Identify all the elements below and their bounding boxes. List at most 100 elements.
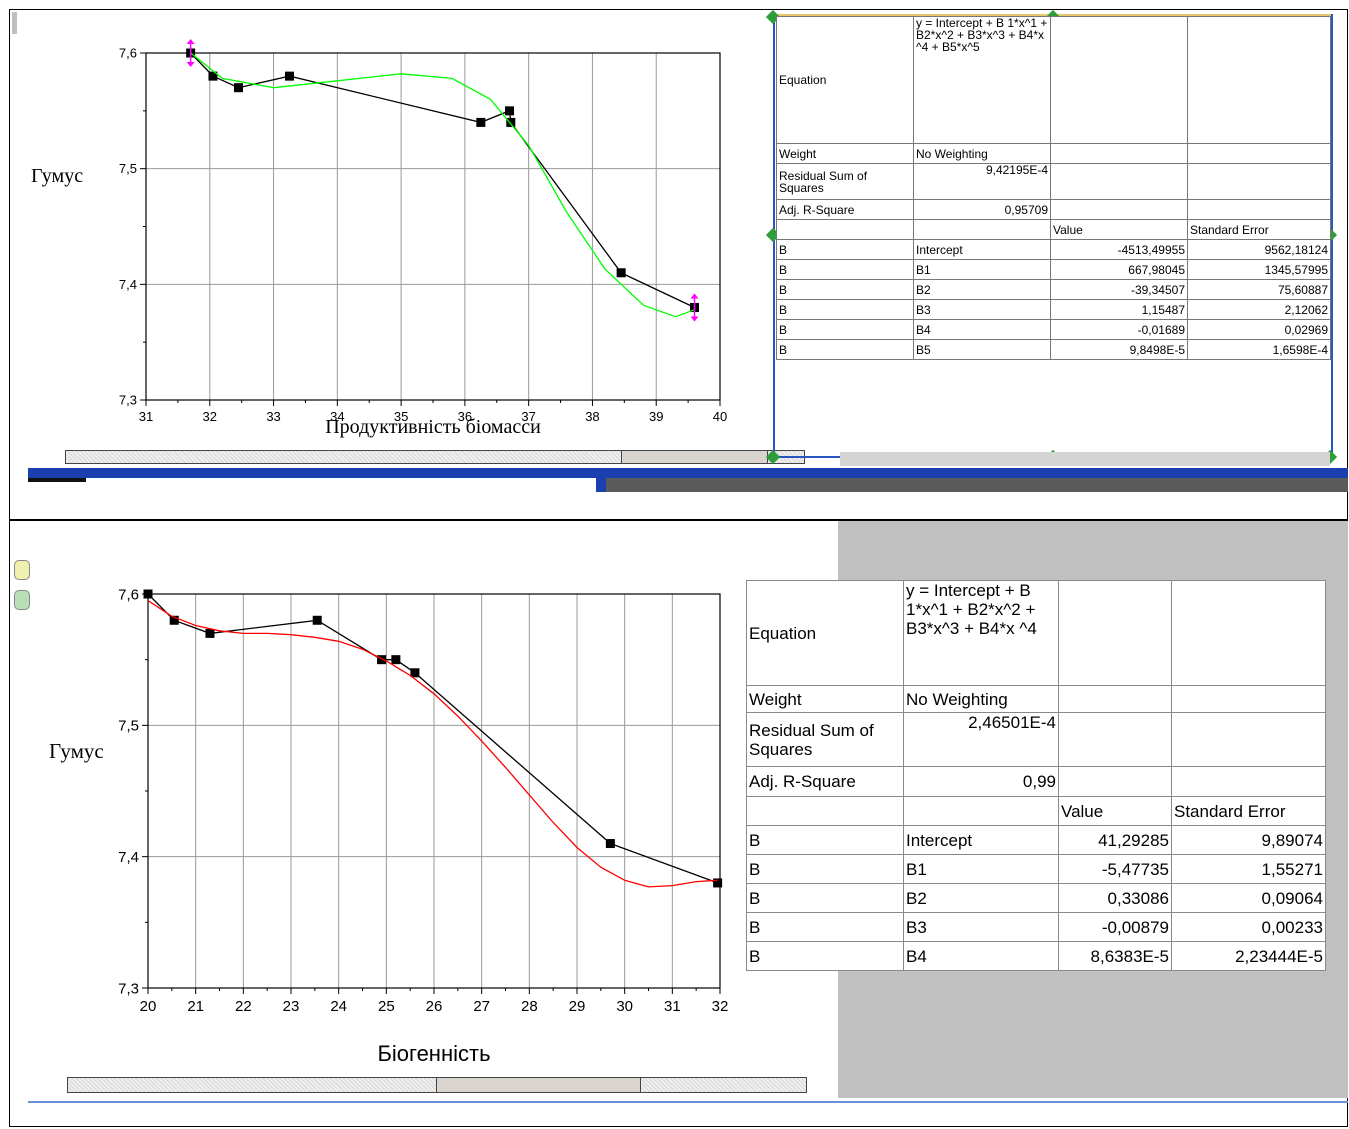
param-row: B B5 9,8498E-5 1,6598E-4 (776, 339, 1331, 360)
rss-value: 2,46501E-4 (903, 712, 1059, 767)
param-value: 0,33086 (1058, 883, 1172, 913)
adj-r2-label: Adj. R-Square (776, 199, 914, 220)
se-header: Standard Error (1171, 796, 1326, 826)
param-row: B B1 667,98045 1345,57995 (776, 259, 1331, 280)
param-se: 2,23444E-5 (1171, 941, 1326, 971)
param-se: 75,60887 (1187, 279, 1331, 300)
param-name: B5 (913, 339, 1051, 360)
x-tick-label: 32 (203, 409, 217, 424)
param-name: B4 (903, 941, 1059, 971)
x-tick-label: 22 (235, 998, 252, 1015)
y-axis-label: Гумус (31, 165, 83, 187)
row-label: B (746, 825, 904, 855)
rss-value: 9,42195E-4 (913, 163, 1051, 200)
weight-label: Weight (746, 685, 904, 713)
x-tick-label: 40 (713, 409, 727, 424)
equation-value: y = Intercept + B 1*x^1 + B2*x^2 + B3*x^… (903, 580, 1059, 686)
x-tick-label: 23 (283, 998, 300, 1015)
param-se: 9,89074 (1171, 825, 1326, 855)
x-axis-label: Біогенність (377, 1041, 490, 1066)
x-axis-label: Продуктивність біомасси (325, 416, 541, 438)
row-label: B (746, 854, 904, 884)
param-row: B Intercept 41,29285 9,89074 (746, 825, 1326, 855)
param-se: 1345,57995 (1187, 259, 1331, 280)
data-point (410, 668, 420, 678)
param-value: 41,29285 (1058, 825, 1172, 855)
top-scrollbar-thumb[interactable] (621, 451, 768, 463)
param-se: 9562,18124 (1187, 239, 1331, 260)
x-tick-label: 32 (712, 998, 729, 1015)
x-tick-label: 34 (330, 409, 344, 424)
data-point (506, 117, 516, 127)
row-label: B (746, 912, 904, 942)
adj-r2-value: 0,99 (903, 766, 1059, 797)
param-row: B B4 -0,01689 0,02969 (776, 319, 1331, 340)
x-tick-label: 25 (378, 998, 395, 1015)
rss-label: Residual Sum of Squares (746, 712, 904, 767)
plot-frame (147, 593, 721, 989)
y-axis-label: Гумус (49, 739, 104, 763)
bottom-regression-table: Equation y = Intercept + B 1*x^1 + B2*x^… (746, 580, 1326, 971)
top-canvas-gray-strip (840, 452, 1330, 466)
row-label: B (746, 941, 904, 971)
y-tick-label: 7,4 (118, 849, 139, 866)
x-tick-label: 33 (266, 409, 280, 424)
param-name: B4 (913, 319, 1051, 340)
weight-value: No Weighting (913, 143, 1051, 164)
param-row: B B4 8,6383E-5 2,23444E-5 (746, 941, 1326, 971)
fit-curve-line (190, 52, 695, 318)
row-label: B (776, 239, 914, 260)
y-tick-label: 7,5 (119, 161, 137, 176)
x-tick-label: 39 (649, 409, 663, 424)
bottom-horizontal-scrollbar[interactable] (67, 1077, 807, 1093)
left-edge-marker (12, 12, 17, 34)
data-point (208, 71, 218, 81)
param-value: 8,6383E-5 (1058, 941, 1172, 971)
param-row: B B1 -5,47735 1,55271 (746, 854, 1326, 884)
chart-top-svg: 31 32 33 34 35 36 37 38 39 40 7,3 7,4 7,5 7,6 Продукти… (31, 39, 727, 438)
param-se: 1,55271 (1171, 854, 1326, 884)
param-value: -39,34507 (1050, 279, 1188, 300)
equation-label: Equation (746, 580, 904, 686)
x-tick-label: 36 (458, 409, 472, 424)
data-point (233, 83, 243, 93)
y-tick-label: 7,6 (118, 586, 139, 603)
param-row: B B2 -39,34507 75,60887 (776, 279, 1331, 300)
x-tick-label: 31 (664, 998, 681, 1015)
top-horizontal-scrollbar[interactable] (65, 450, 805, 464)
bottom-window-edge (28, 1101, 1348, 1103)
weight-label: Weight (776, 143, 914, 164)
row-label: B (776, 299, 914, 320)
y-tick-label: 7,3 (118, 980, 139, 997)
data-point (391, 655, 401, 665)
param-se: 0,09064 (1171, 883, 1326, 913)
param-se: 0,00233 (1171, 912, 1326, 942)
param-value: 667,98045 (1050, 259, 1188, 280)
param-se: 2,12062 (1187, 299, 1331, 320)
x-tick-label: 21 (187, 998, 204, 1015)
param-row: B B2 0,33086 0,09064 (746, 883, 1326, 913)
y-tick-label: 7,6 (119, 46, 137, 61)
data-point (616, 268, 626, 278)
x-tick-label: 27 (473, 998, 490, 1015)
data-point (205, 628, 215, 638)
panel-divider (9, 519, 1348, 521)
data-point (169, 615, 179, 625)
x-tick-label: 26 (426, 998, 443, 1015)
x-tick-label: 35 (394, 409, 408, 424)
row-label: B (776, 339, 914, 360)
bottom-scrollbar-thumb[interactable] (436, 1078, 641, 1092)
param-value: -4513,49955 (1050, 239, 1188, 260)
value-header: Value (1058, 796, 1172, 826)
row-label: B (746, 883, 904, 913)
plot-area (146, 53, 720, 400)
param-se: 1,6598E-4 (1187, 339, 1331, 360)
param-se: 0,02969 (1187, 319, 1331, 340)
param-value: -5,47735 (1058, 854, 1172, 884)
se-header: Standard Error (1187, 219, 1331, 240)
side-tab-icon[interactable] (14, 560, 30, 580)
side-tab-icon[interactable] (14, 590, 30, 610)
data-point (505, 106, 515, 116)
y-tick-label: 7,3 (119, 393, 137, 408)
param-name: B2 (903, 883, 1059, 913)
